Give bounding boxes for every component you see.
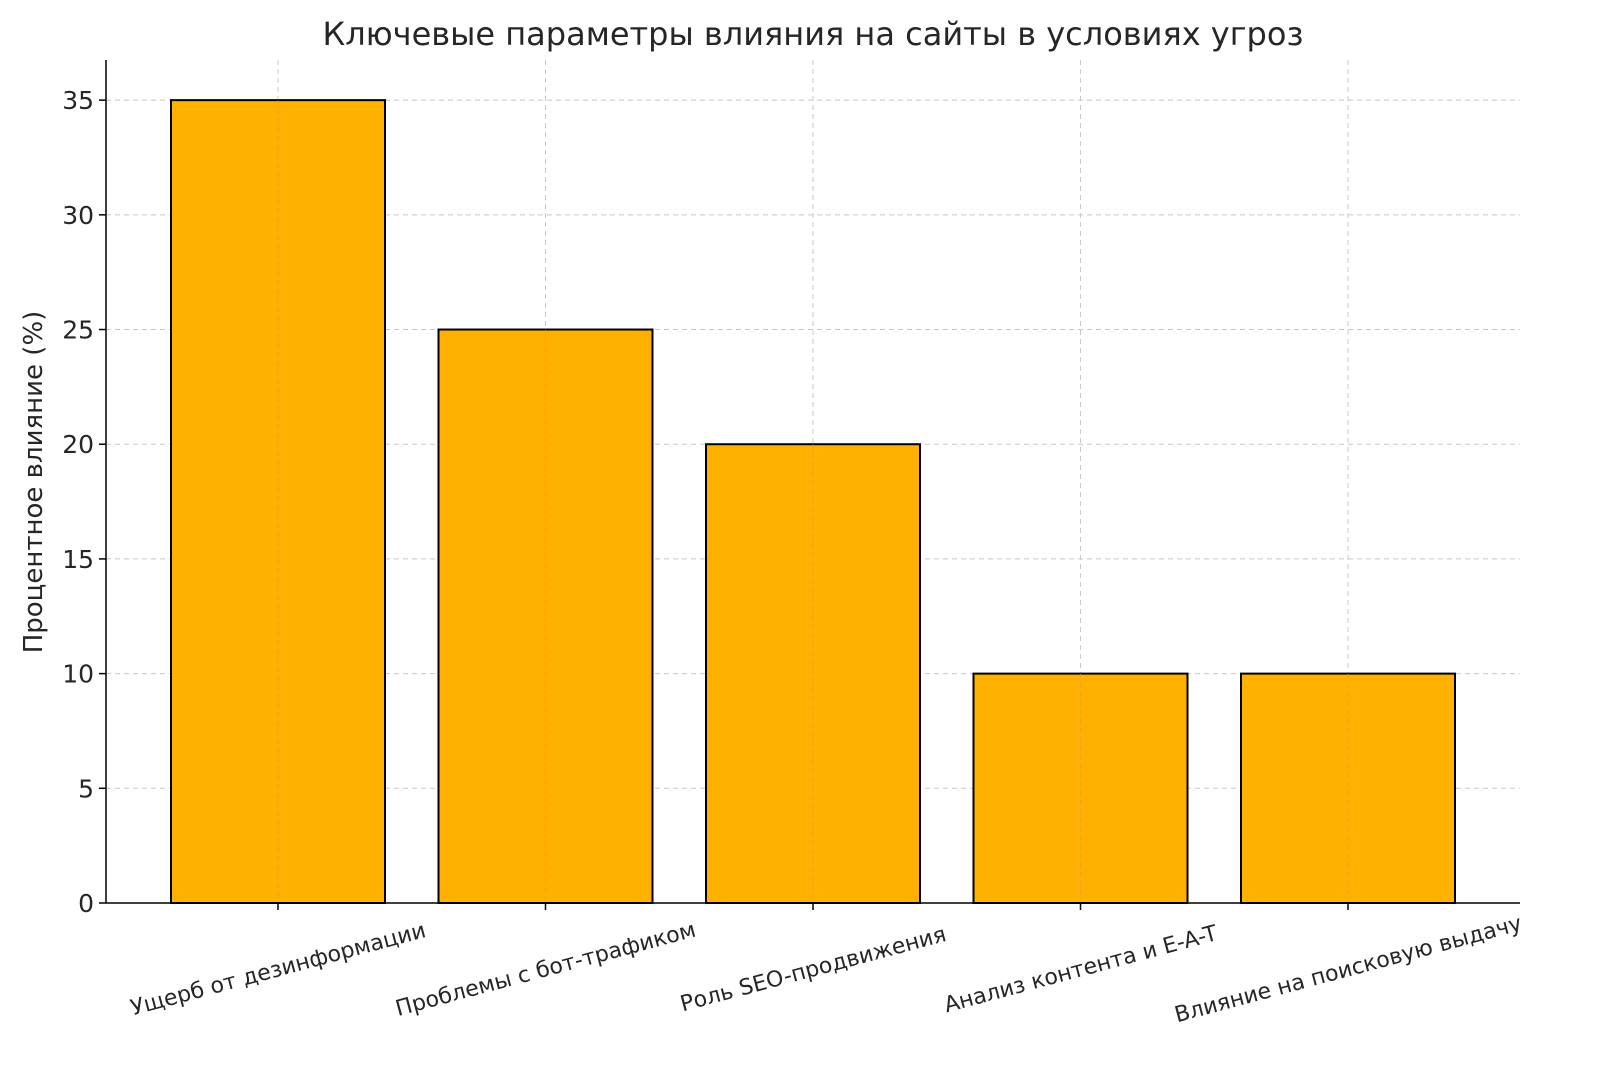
y-tick-label: 25 <box>62 316 94 345</box>
y-tick-label: 5 <box>78 774 94 803</box>
y-tick-label: 15 <box>62 545 94 574</box>
y-ticks: 0 5 10 15 20 25 30 35 <box>62 86 106 918</box>
y-tick-label: 35 <box>62 86 94 115</box>
bar <box>972 672 1189 904</box>
y-tick-label: 10 <box>62 660 94 689</box>
x-tick-label: Ущерб от дезинформации <box>128 918 429 1021</box>
x-tick-label: Влияние на поисковую выдачу <box>1172 911 1525 1028</box>
bars <box>170 99 1456 904</box>
x-tick-label: Роль SEO-продвижения <box>678 922 949 1017</box>
bar <box>1239 672 1456 904</box>
y-tick-label: 20 <box>62 430 94 459</box>
y-tick-label: 30 <box>62 201 94 230</box>
x-tick-label: Проблемы с бот-трафиком <box>393 918 699 1022</box>
y-axis-label: Процентное влияние (%) <box>19 311 49 654</box>
chart-title: Ключевые параметры влияния на сайты в ус… <box>323 15 1304 53</box>
y-tick-label: 0 <box>78 889 94 918</box>
